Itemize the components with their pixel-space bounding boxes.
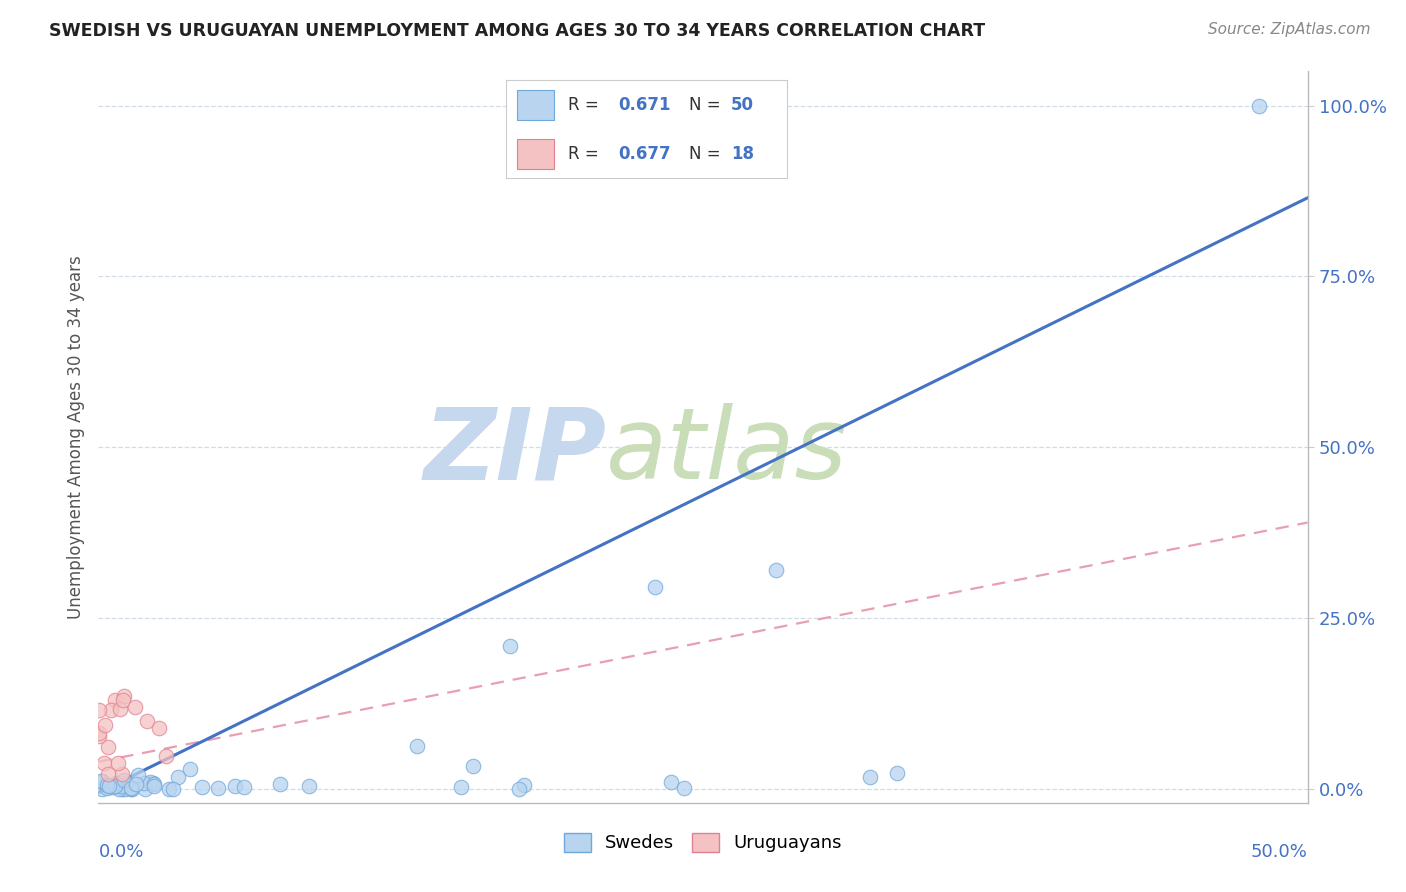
Bar xyxy=(517,139,554,169)
Point xyxy=(298,779,321,793)
Point xyxy=(111,767,134,781)
Point xyxy=(142,775,165,789)
Text: 0.0%: 0.0% xyxy=(98,843,143,861)
Point xyxy=(108,702,131,716)
Point xyxy=(125,776,148,790)
Text: 50.0%: 50.0% xyxy=(1251,843,1308,861)
Point xyxy=(406,739,429,753)
Point xyxy=(127,768,149,782)
Point xyxy=(765,563,787,577)
Point xyxy=(886,766,908,780)
Point xyxy=(96,778,118,792)
Point xyxy=(207,780,229,795)
Point xyxy=(114,778,136,792)
Point xyxy=(134,781,156,796)
Point xyxy=(461,759,484,773)
Point xyxy=(90,773,112,788)
Point xyxy=(98,779,121,793)
Text: R =: R = xyxy=(568,95,605,114)
Point xyxy=(135,714,157,728)
Text: R =: R = xyxy=(568,145,605,163)
Point xyxy=(179,762,201,776)
Point xyxy=(104,692,127,706)
Text: 0.671: 0.671 xyxy=(619,95,671,114)
Point xyxy=(110,779,132,793)
Point xyxy=(112,772,135,787)
Y-axis label: Unemployment Among Ages 30 to 34 years: Unemployment Among Ages 30 to 34 years xyxy=(66,255,84,619)
Point xyxy=(124,700,146,714)
Text: Source: ZipAtlas.com: Source: ZipAtlas.com xyxy=(1208,22,1371,37)
Point xyxy=(120,781,142,796)
Point xyxy=(673,780,696,795)
Point xyxy=(97,767,120,781)
Point xyxy=(659,775,682,789)
Point xyxy=(111,693,134,707)
Point xyxy=(132,776,155,790)
Point xyxy=(167,770,190,784)
Point xyxy=(96,781,118,796)
Point xyxy=(100,703,122,717)
Point xyxy=(111,781,134,796)
Point xyxy=(101,779,124,793)
Point xyxy=(121,782,143,797)
Point xyxy=(224,780,246,794)
Point xyxy=(859,770,882,784)
Text: 0.677: 0.677 xyxy=(619,145,671,163)
Text: ZIP: ZIP xyxy=(423,403,606,500)
Point xyxy=(139,775,162,789)
Text: atlas: atlas xyxy=(606,403,848,500)
Point xyxy=(513,778,536,792)
Point xyxy=(1249,98,1271,112)
Point xyxy=(143,779,166,793)
Point xyxy=(93,756,115,771)
Point xyxy=(114,781,136,796)
Point xyxy=(107,756,129,770)
Point xyxy=(148,721,170,735)
Point xyxy=(90,774,112,789)
Bar xyxy=(517,90,554,120)
Text: 18: 18 xyxy=(731,145,754,163)
Point xyxy=(269,776,291,790)
Point xyxy=(112,689,135,703)
Point xyxy=(233,780,256,794)
Legend: Swedes, Uruguayans: Swedes, Uruguayans xyxy=(557,826,849,860)
Point xyxy=(450,780,472,795)
Point xyxy=(508,782,530,797)
Point xyxy=(87,726,110,740)
Point xyxy=(108,781,131,796)
Point xyxy=(155,749,177,764)
Point xyxy=(157,781,180,796)
Point xyxy=(104,776,127,790)
Point xyxy=(97,740,120,755)
Point xyxy=(191,780,214,794)
Text: N =: N = xyxy=(689,145,725,163)
Point xyxy=(100,780,122,794)
Point xyxy=(91,781,114,796)
Point xyxy=(120,780,142,795)
Text: N =: N = xyxy=(689,95,725,114)
Point xyxy=(87,703,110,717)
Point xyxy=(143,777,166,791)
Point xyxy=(104,779,127,793)
Point xyxy=(94,718,117,732)
Point xyxy=(498,639,520,653)
Point xyxy=(87,729,110,743)
Text: 50: 50 xyxy=(731,95,754,114)
Point xyxy=(162,782,184,797)
Text: SWEDISH VS URUGUAYAN UNEMPLOYMENT AMONG AGES 30 TO 34 YEARS CORRELATION CHART: SWEDISH VS URUGUAYAN UNEMPLOYMENT AMONG … xyxy=(49,22,986,40)
Point xyxy=(644,581,666,595)
